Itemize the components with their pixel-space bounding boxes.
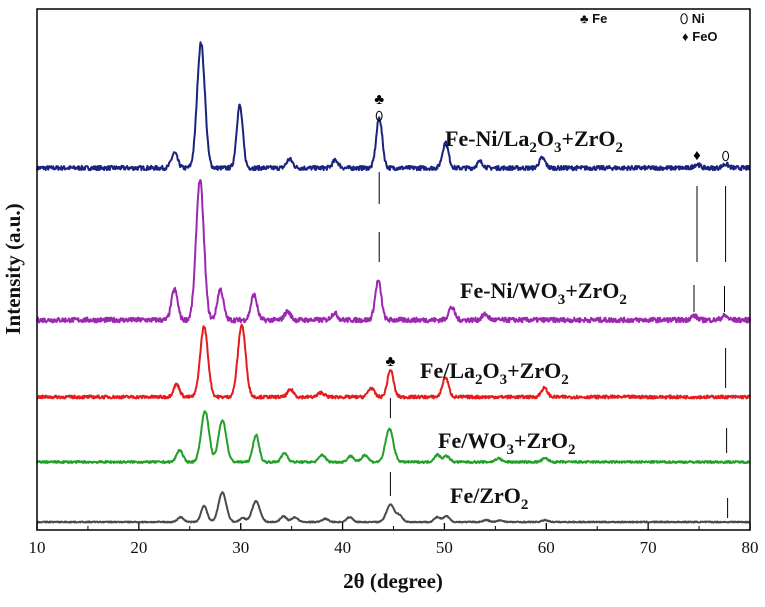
- phase-markers: ♣⬯♦ ⬯♣: [374, 92, 730, 370]
- legend-ni-symbol: ⬯: [680, 11, 688, 26]
- sample-label-part: +ZrO: [514, 428, 568, 453]
- legend-feo-label: FeO: [692, 29, 717, 44]
- phase-marker-1: ♣: [374, 92, 384, 108]
- legend-ni: ⬯ Ni: [680, 11, 705, 26]
- series-layer: [36, 41, 751, 524]
- x-axis: 10 20 30 40 50 60 70 80: [29, 523, 759, 557]
- phase-marker-3: ♦: [693, 148, 701, 164]
- sample-label-part: +ZrO: [561, 126, 615, 151]
- sample-label-part: +ZrO: [565, 278, 619, 303]
- xrd-pattern-series-4: [36, 410, 751, 464]
- sample-label-part: 2: [616, 140, 624, 156]
- reference-lines: [378, 172, 729, 518]
- sample-label-part: 2: [619, 292, 627, 308]
- xrd-pattern-series-2: [36, 179, 751, 324]
- sample-label-part: 3: [506, 442, 514, 458]
- x-tick-label: 30: [232, 538, 249, 557]
- sample-label-part: Fe/ZrO: [450, 483, 521, 508]
- sample-label-2: Fe-Ni/WO3+ZrO2: [460, 278, 627, 308]
- x-tick-label: 60: [538, 538, 555, 557]
- sample-label-part: 2: [529, 140, 537, 156]
- sample-label-3: Fe/La2O3+ZrO2: [420, 358, 569, 388]
- x-tick-label: 80: [742, 538, 759, 557]
- x-tick-label: 50: [436, 538, 453, 557]
- sample-label-1: Fe-Ni/La2O3+ZrO2: [445, 126, 623, 156]
- sample-label-part: +ZrO: [507, 358, 561, 383]
- legend: ♣ Fe ⬯ Ni ♦ FeO: [580, 11, 718, 44]
- sample-label-part: 2: [561, 372, 569, 388]
- sample-labels: Fe-Ni/La2O3+ZrO2Fe-Ni/WO3+ZrO2Fe/La2O3+Z…: [420, 126, 627, 513]
- phase-marker-5: ♣: [385, 354, 395, 370]
- phase-marker-2: ⬯: [375, 109, 383, 123]
- sample-label-4: Fe/WO3+ZrO2: [438, 428, 576, 458]
- sample-label-part: 3: [500, 372, 508, 388]
- x-tick-label: 70: [640, 538, 657, 557]
- x-tick-label: 40: [334, 538, 351, 557]
- x-tick-label: 20: [130, 538, 147, 557]
- xrd-pattern-series-5: [36, 491, 751, 524]
- xrd-pattern-series-1: [36, 41, 751, 172]
- sample-label-5: Fe/ZrO2: [450, 483, 528, 513]
- sample-label-part: 2: [521, 497, 529, 513]
- plot-frame: [36, 8, 751, 531]
- sample-label-part: Fe/La: [420, 358, 475, 383]
- legend-fe-symbol: ♣: [580, 11, 589, 26]
- sample-label-part: Fe-Ni/La: [445, 126, 529, 151]
- x-tick-label: 10: [29, 538, 46, 557]
- legend-feo-symbol: ♦: [682, 29, 689, 44]
- sample-label-part: 2: [568, 442, 576, 458]
- x-axis-title: 2θ (degree): [343, 569, 443, 593]
- y-axis-title: Intensity (a.u.): [1, 203, 25, 334]
- legend-fe: ♣ Fe: [580, 11, 607, 26]
- sample-label-part: Fe-Ni/WO: [460, 278, 558, 303]
- sample-label-part: 3: [554, 140, 562, 156]
- sample-label-part: 3: [558, 292, 566, 308]
- xrd-pattern-series-3: [36, 323, 751, 400]
- sample-label-part: O: [483, 358, 500, 383]
- phase-marker-4: ⬯: [722, 149, 730, 163]
- sample-label-part: O: [537, 126, 554, 151]
- legend-fe-label: Fe: [592, 11, 607, 26]
- sample-label-part: 2: [475, 372, 483, 388]
- legend-ni-label: Ni: [692, 11, 705, 26]
- sample-label-part: Fe/WO: [438, 428, 506, 453]
- legend-feo: ♦ FeO: [682, 29, 718, 44]
